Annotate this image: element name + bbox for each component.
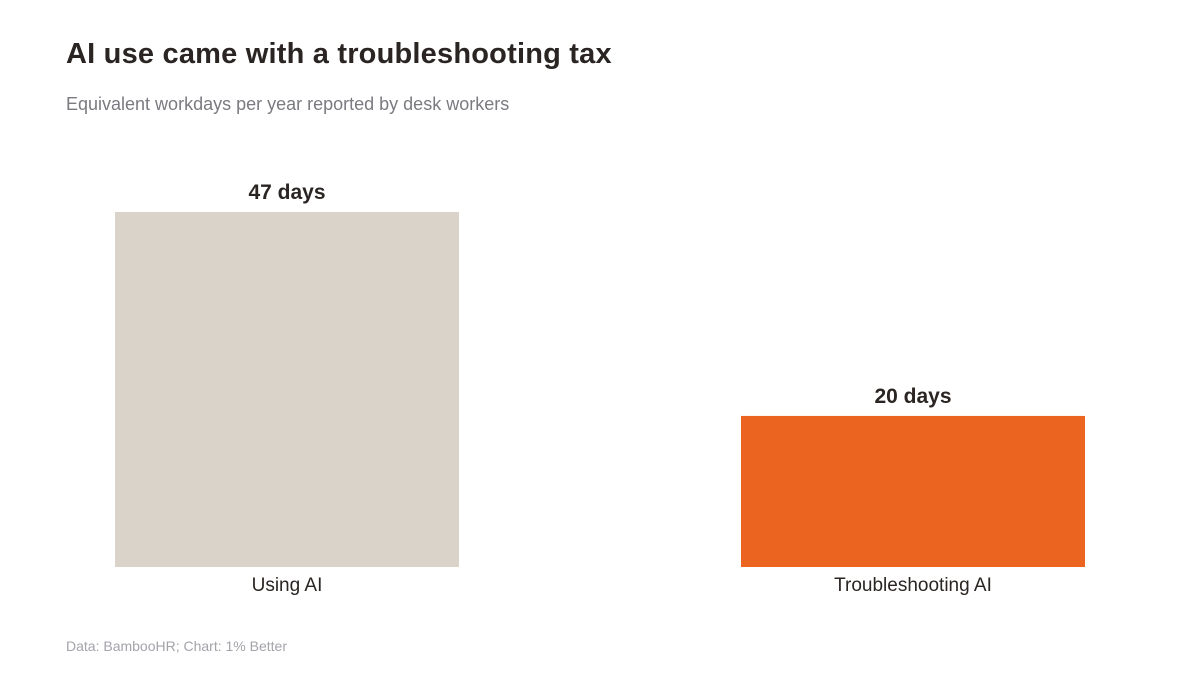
chart-title: AI use came with a troubleshooting tax — [66, 38, 612, 70]
bar-troubleshooting-ai — [741, 415, 1085, 567]
bar-using-ai — [115, 212, 459, 567]
category-label-using-ai: Using AI — [252, 575, 323, 596]
value-label-troubleshooting-ai: 20 days — [874, 385, 951, 408]
source-note: Data: BambooHR; Chart: 1% Better — [66, 638, 287, 654]
chart-subtitle: Equivalent workdays per year reported by… — [66, 94, 510, 114]
value-label-using-ai: 47 days — [248, 181, 325, 204]
category-label-troubleshooting-ai: Troubleshooting AI — [834, 575, 992, 596]
